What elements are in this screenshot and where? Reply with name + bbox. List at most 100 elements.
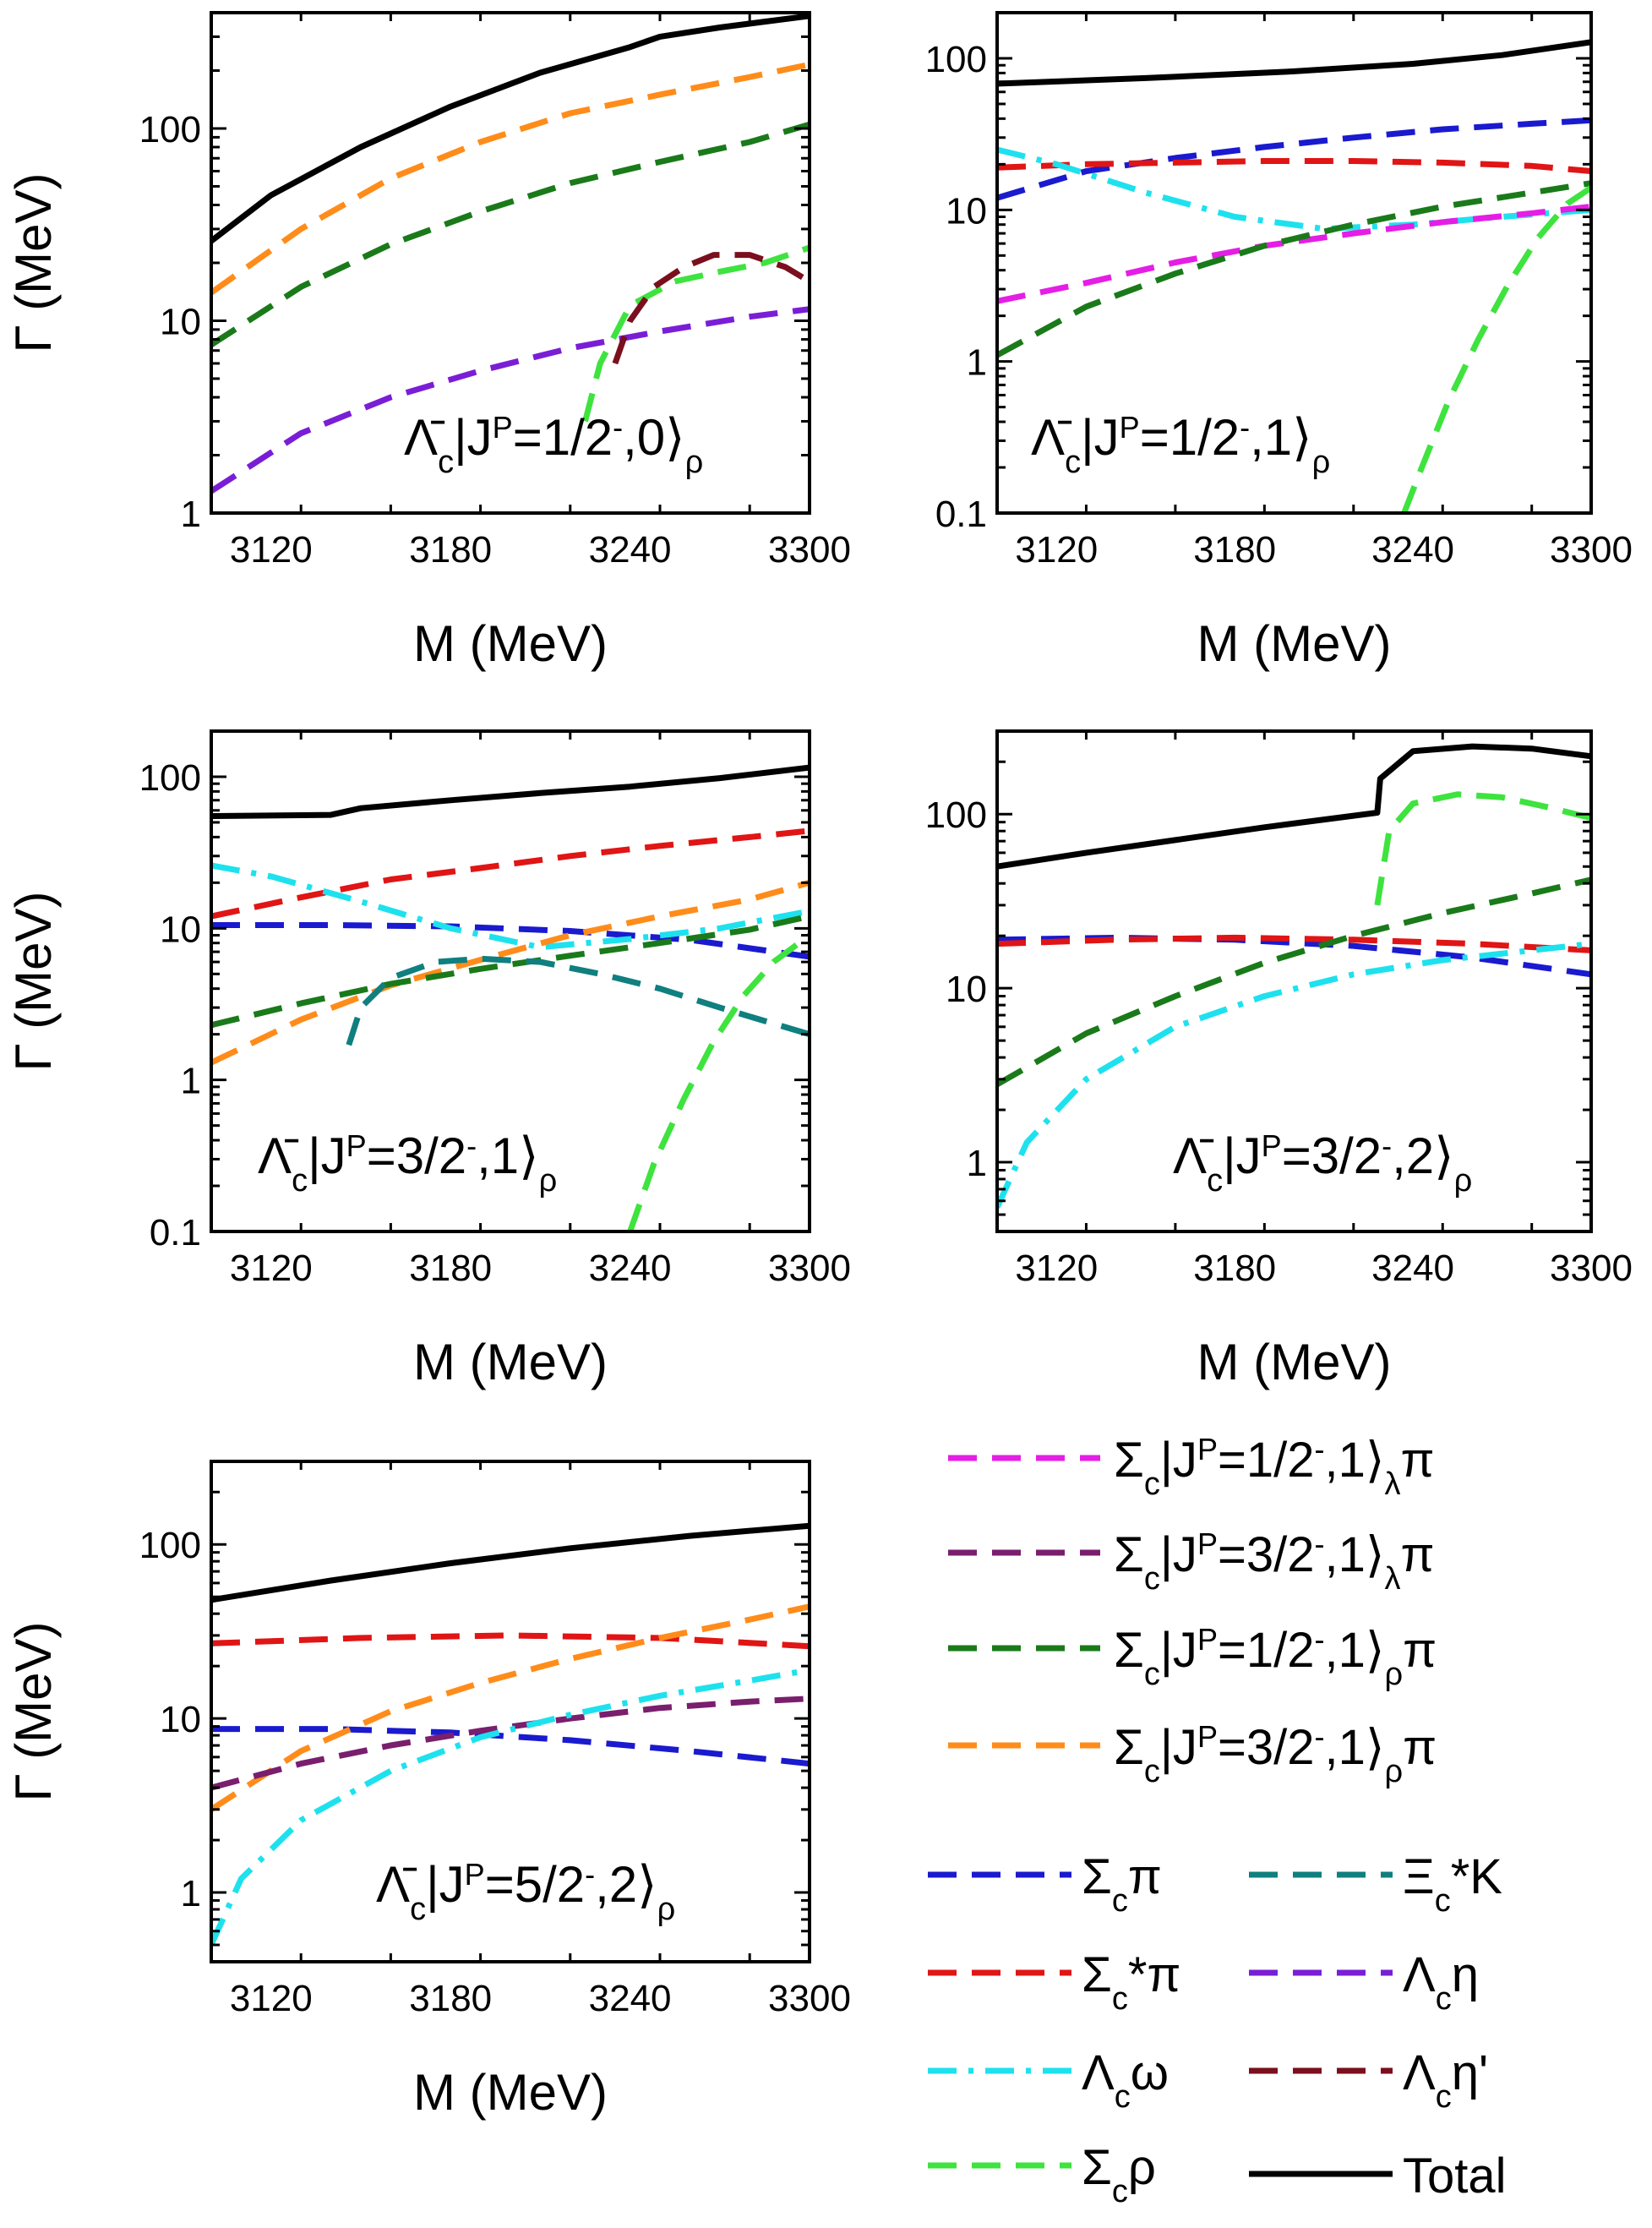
- series-line-total: [211, 13, 810, 243]
- y-tick-label: 10: [946, 190, 987, 232]
- x-tick-label: 3300: [1550, 529, 1633, 571]
- legend-label-lamc_eta: Λcη: [1403, 1947, 1479, 2017]
- legend-label-sigc12r_pi: Σc|JP=1/2-,1⟩ρπ: [1114, 1622, 1437, 1693]
- y-tick-label: 10: [160, 301, 201, 342]
- series-group: [211, 13, 810, 494]
- series-line-sigc_rho: [1401, 185, 1591, 513]
- panel-title: Λ̄c|JP=3/2-,2⟩ρ: [1173, 1128, 1472, 1199]
- y-tick-label: 1: [967, 1143, 987, 1184]
- legend-label-sigc_rho: Σcρ: [1082, 2140, 1156, 2209]
- y-tick-label: 10: [946, 969, 987, 1010]
- chart-panel-5: 3120 3180 3240 3300 1 10 100 M (MeV) Γ (MeV) Λ̄c|…: [5, 1460, 851, 2121]
- x-tick-label: 3240: [1371, 529, 1454, 571]
- legend-label-sigcstar_pi: Σc*π: [1082, 1947, 1180, 2017]
- series-line-total: [997, 39, 1591, 87]
- series-group: [211, 1522, 810, 1947]
- y-tick-label: 100: [139, 109, 201, 150]
- x-axis-label: M (MeV): [1197, 615, 1392, 672]
- legend: Σc|JP=1/2-,1⟩λπ Σc|JP=3/2-,1⟩λπ Σc|JP=1/2-…: [928, 1432, 1507, 2209]
- series-line-sigc32r_pi: [211, 61, 810, 296]
- x-tick-label: 3120: [230, 1978, 313, 2019]
- y-tick-label: 100: [925, 795, 987, 836]
- series-line-total: [211, 1522, 810, 1603]
- series-line-total: [211, 764, 810, 819]
- series-line-lamc_eta: [211, 306, 810, 494]
- panel-title: Λ̄c|JP=1/2-,1⟩ρ: [1031, 409, 1330, 480]
- y-tick-label: 0.1: [935, 494, 987, 535]
- x-axis-label: M (MeV): [413, 615, 608, 672]
- legend-label-sigc32l_pi: Σc|JP=3/2-,1⟩λπ: [1114, 1526, 1434, 1597]
- chart-panel-2: 3120 3180 3240 3300 0.1 1 10 100 M (MeV) Λ̄c|JP=1…: [925, 11, 1633, 672]
- y-tick-label: 1: [181, 1061, 201, 1102]
- x-axis-label: M (MeV): [1197, 1334, 1392, 1390]
- x-tick-label: 3120: [230, 1248, 313, 1289]
- plot-frame: [995, 11, 1593, 515]
- x-tick-label: 3180: [409, 1248, 492, 1289]
- x-tick-label: 3240: [1371, 1248, 1454, 1289]
- series-line-sigc12r_pi: [211, 913, 810, 1029]
- x-tick-label: 3180: [409, 529, 492, 571]
- series-line-sigc_pi: [211, 922, 810, 960]
- series-line-sigc_rho: [627, 932, 810, 1231]
- x-tick-label: 3180: [1193, 1248, 1276, 1289]
- y-tick-label: 10: [160, 909, 201, 950]
- x-tick-label: 3300: [1550, 1248, 1633, 1289]
- series-line-lamc_omega: [211, 862, 810, 951]
- series-line-sigc12r_pi: [997, 876, 1591, 1088]
- series-line-xic_k: [346, 955, 810, 1046]
- legend-label-lamc_etap: Λcη': [1403, 2045, 1488, 2115]
- y-axis-label: Γ (MeV): [5, 1621, 62, 1801]
- series-line-sigc32r_pi: [211, 1603, 810, 1812]
- series-line-sigc_pi: [211, 1726, 810, 1767]
- series-group: [997, 743, 1591, 1209]
- series-line-sigc_pi: [997, 117, 1591, 201]
- x-tick-label: 3300: [768, 529, 851, 571]
- series-line-lamc_omega: [211, 1667, 810, 1947]
- y-tick-label: 1: [967, 342, 987, 384]
- x-tick-label: 3180: [409, 1978, 492, 2019]
- panel-title: Λ̄c|JP=5/2-,2⟩ρ: [376, 1856, 675, 1927]
- plot-frame: [210, 729, 811, 1233]
- legend-label-sigc_pi: Σcπ: [1082, 1849, 1162, 1919]
- series-line-sigcstar_pi: [997, 934, 1591, 953]
- legend-label-xic_k: Ξc*K: [1403, 1849, 1502, 1919]
- series-line-sigc12l_pi: [997, 204, 1591, 304]
- plot-frame: [995, 729, 1593, 1233]
- series-line-sigc32r_pi: [211, 879, 810, 1066]
- y-tick-label: 1: [181, 494, 201, 535]
- x-tick-label: 3240: [589, 1978, 672, 2019]
- y-axis-label: Γ (MeV): [5, 172, 62, 352]
- legend-label-total: Total: [1403, 2149, 1507, 2203]
- x-tick-label: 3120: [1015, 529, 1098, 571]
- legend-label-lamc_omega: Λcω: [1082, 2045, 1169, 2115]
- y-tick-label: 1: [181, 1873, 201, 1914]
- panel-title: Λ̄c|JP=1/2-,0⟩ρ: [404, 409, 703, 480]
- series-group: [997, 39, 1591, 513]
- x-tick-label: 3120: [230, 529, 313, 571]
- series-line-lamc_omega: [997, 941, 1591, 1209]
- series-group: [211, 764, 810, 1231]
- x-tick-label: 3240: [589, 529, 672, 571]
- series-line-sigc12r_pi: [211, 121, 810, 347]
- series-line-total: [997, 743, 1591, 870]
- y-tick-label: 0.1: [150, 1212, 201, 1253]
- series-line-sigc32l_pi: [211, 1696, 810, 1791]
- y-tick-label: 100: [139, 1525, 201, 1566]
- y-tick-label: 100: [925, 39, 987, 80]
- chart-panel-1: 3120 3180 3240 3300 1 10 100 M (MeV) Γ (MeV) Λ̄c|…: [5, 11, 851, 672]
- legend-label-sigc32r_pi: Σc|JP=3/2-,1⟩ρπ: [1114, 1719, 1437, 1790]
- plot-frame: [210, 1460, 811, 1963]
- series-line-sigc_rho: [1374, 791, 1591, 906]
- x-tick-label: 3300: [768, 1248, 851, 1289]
- y-axis-label: Γ (MeV): [5, 891, 62, 1071]
- x-tick-label: 3180: [1193, 529, 1276, 571]
- x-tick-label: 3240: [589, 1248, 672, 1289]
- series-line-sigc_rho: [582, 244, 810, 423]
- panel-title: Λ̄c|JP=3/2-,1⟩ρ: [258, 1128, 557, 1199]
- legend-label-sigc12l_pi: Σc|JP=1/2-,1⟩λπ: [1114, 1432, 1434, 1503]
- x-axis-label: M (MeV): [413, 1334, 608, 1390]
- series-line-sigcstar_pi: [211, 827, 810, 920]
- series-line-sigcstar_pi: [997, 158, 1591, 174]
- y-tick-label: 100: [139, 757, 201, 799]
